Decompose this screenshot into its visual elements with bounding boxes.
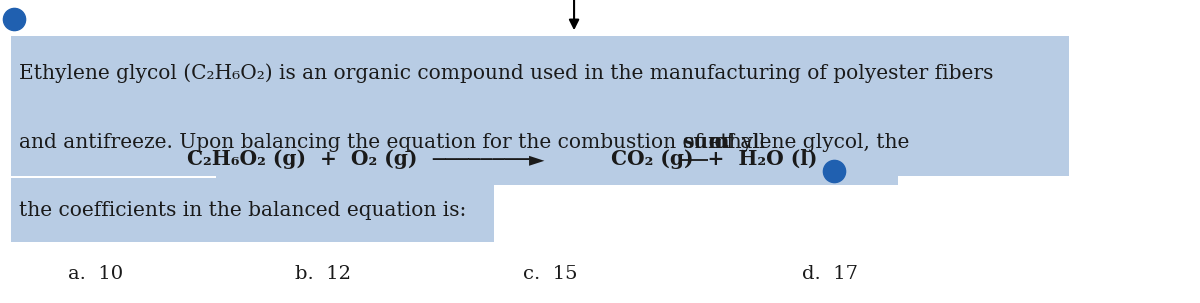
Text: of all: of all (708, 133, 766, 152)
Text: a.  10: a. 10 (67, 265, 122, 283)
Bar (11, 106, 1069, 176)
Text: d.  17: d. 17 (802, 265, 858, 283)
Bar (216, 131, 899, 185)
Text: C₂H₆O₂ (g)  +  O₂ (g): C₂H₆O₂ (g) + O₂ (g) (187, 149, 432, 169)
Text: c.  15: c. 15 (523, 265, 577, 283)
Bar (11, 178, 494, 242)
Text: Ethylene glycol (C₂H₆O₂) is an organic compound used in the manufacturing of pol: Ethylene glycol (C₂H₆O₂) is an organic c… (19, 63, 994, 83)
Text: and antifreeze. Upon balancing the equation for the combustion of ethylene glyco: and antifreeze. Upon balancing the equat… (19, 133, 916, 152)
Bar (11, 36, 1069, 106)
Text: b.  12: b. 12 (295, 265, 352, 283)
Text: ────────►: ────────► (432, 149, 545, 169)
Text: sum: sum (682, 132, 730, 152)
Text: the coefficients in the balanced equation is:: the coefficients in the balanced equatio… (19, 201, 466, 220)
Text: CO₂ (g)  +  H₂O (l): CO₂ (g) + H₂O (l) (596, 149, 817, 169)
